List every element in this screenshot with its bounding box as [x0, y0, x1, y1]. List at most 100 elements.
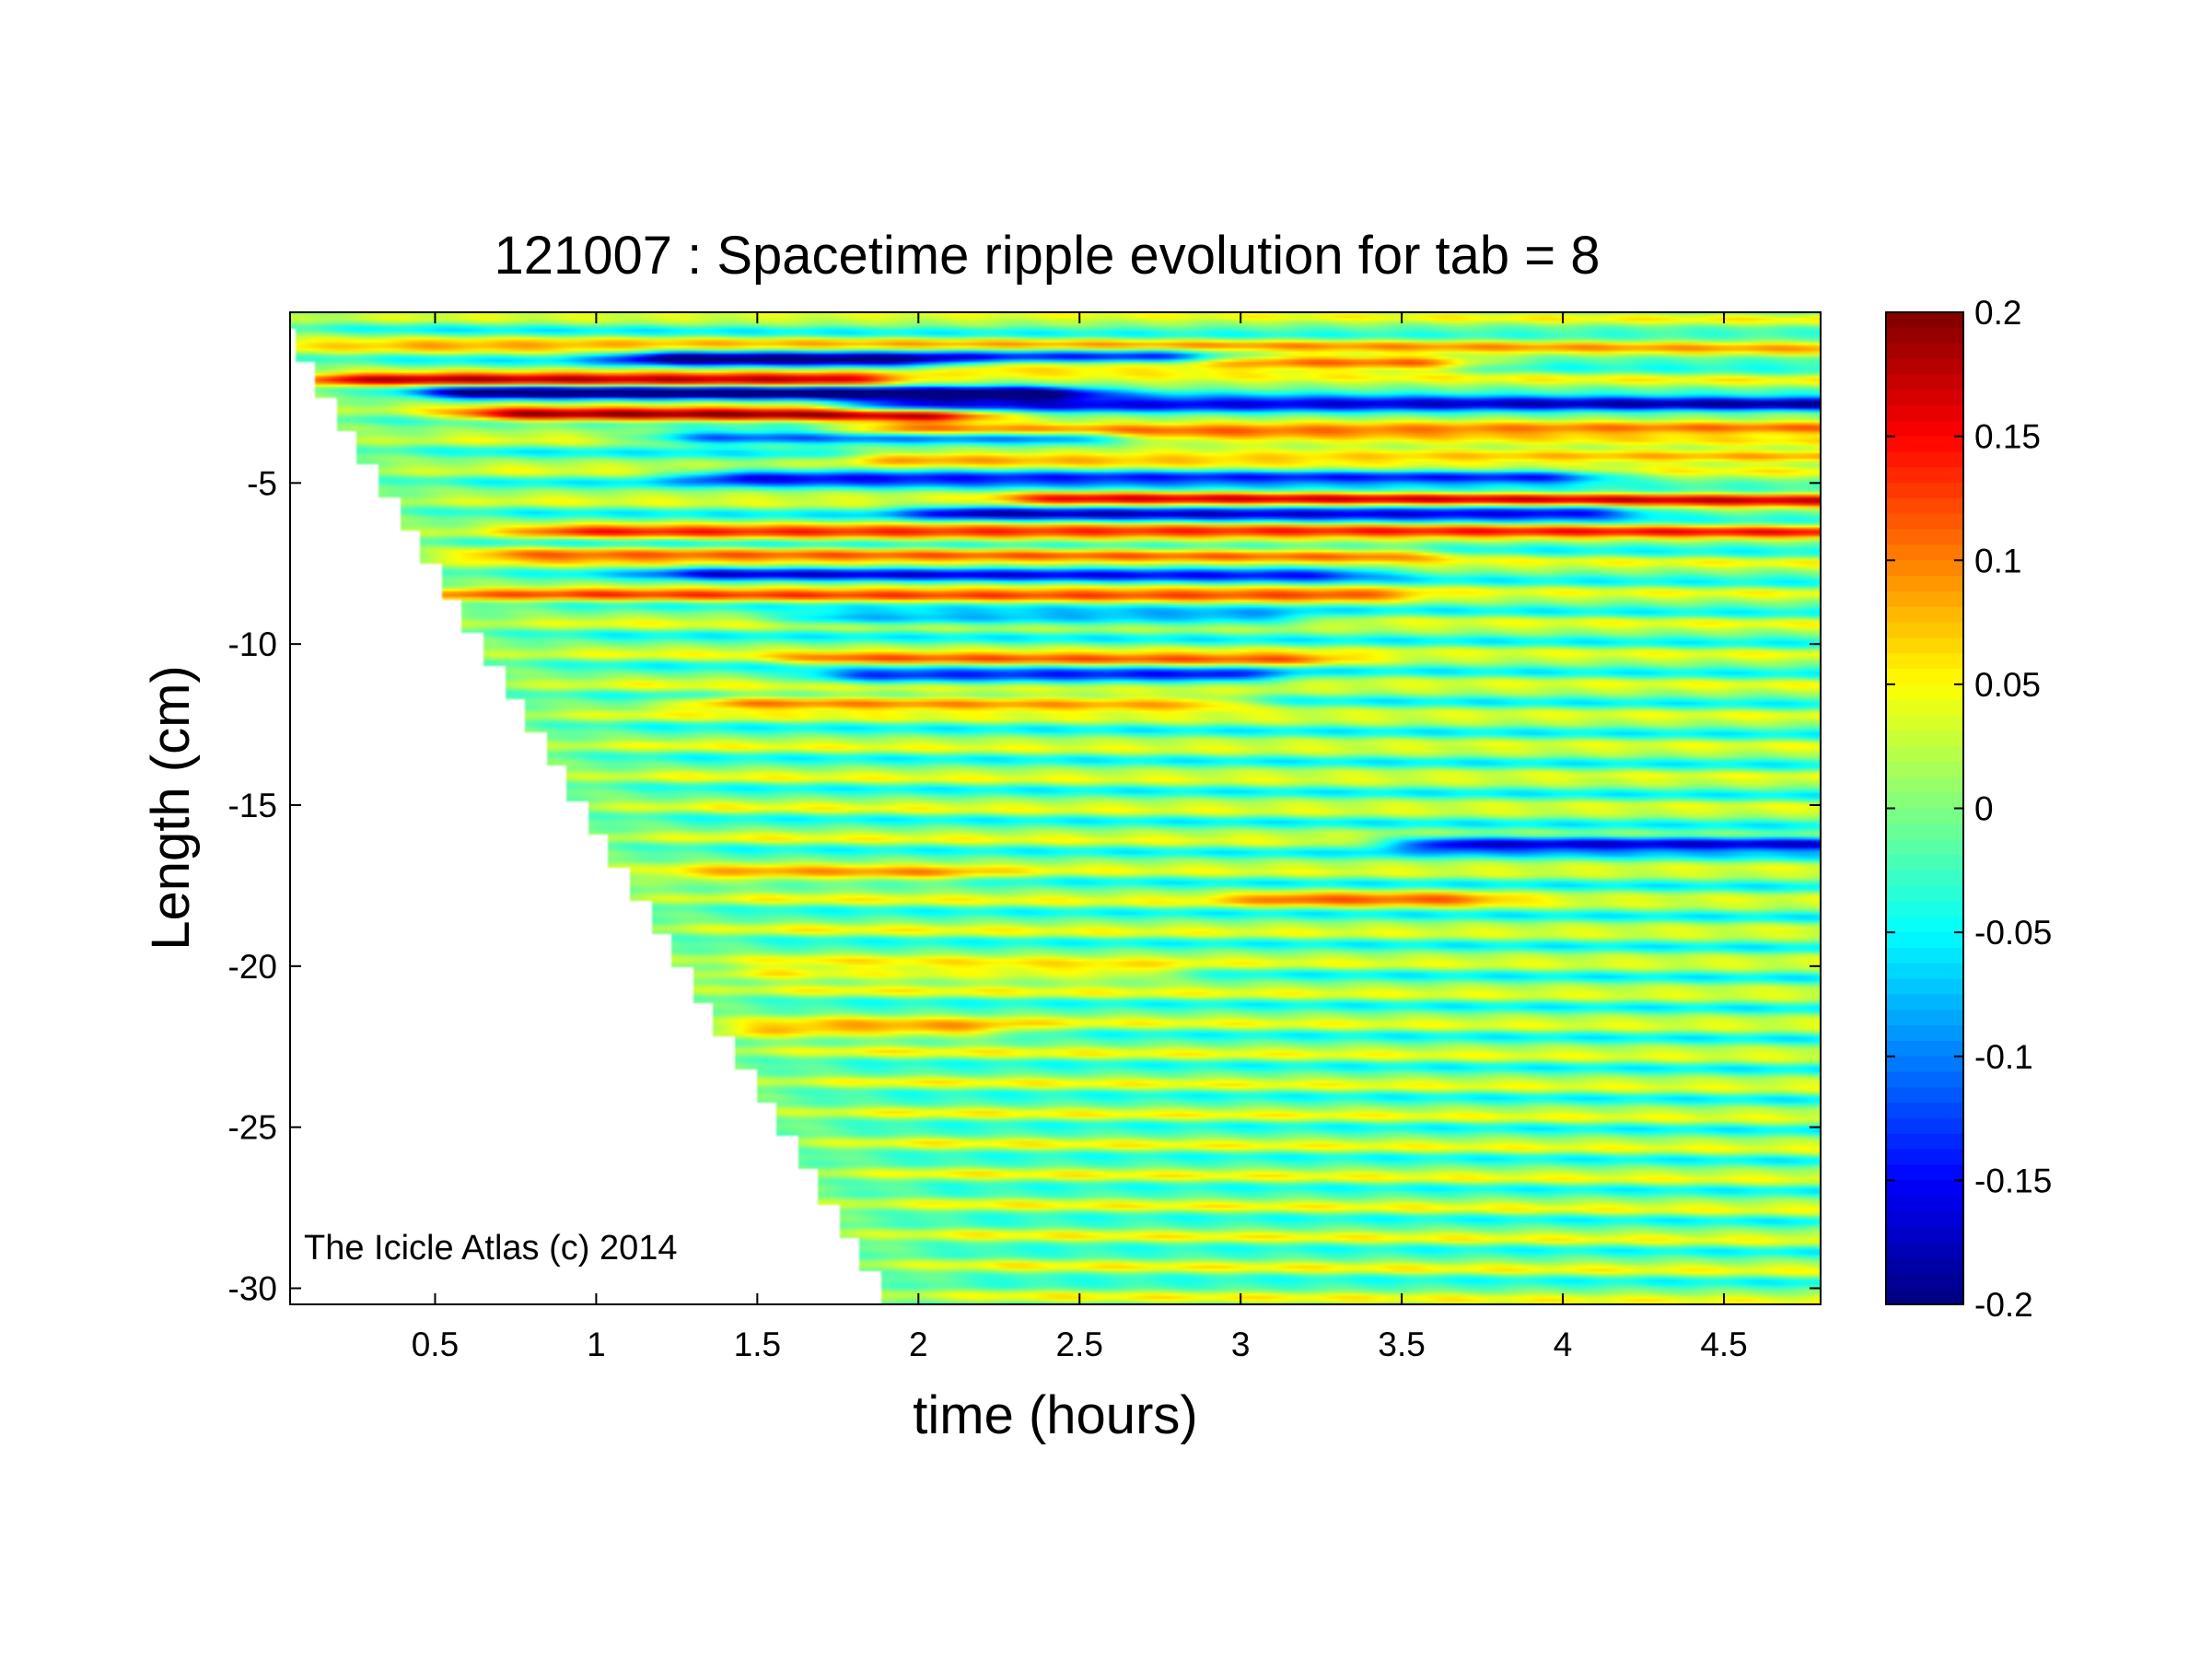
- y-tick-label: -25: [228, 1109, 277, 1147]
- colorbar-tick-label: 0.2: [1974, 294, 2021, 332]
- colorbar-level: [1886, 576, 1963, 592]
- colorbar-level: [1886, 1180, 1963, 1198]
- x-tick-label: 4.5: [1700, 1326, 1747, 1363]
- colorbar-level: [1886, 544, 1963, 562]
- colorbar-level: [1886, 1118, 1963, 1135]
- colorbar-level: [1886, 947, 1963, 964]
- plot-frame: [289, 311, 1822, 1305]
- colorbar-level: [1886, 637, 1963, 655]
- y-axis: -5 -10 -15 -20 -25 -30: [228, 464, 1821, 1308]
- colorbar-level: [1886, 683, 1963, 701]
- colorbar-level: [1886, 824, 1963, 840]
- x-axis-label: time (hours): [913, 1385, 1197, 1445]
- colorbar-level: [1886, 1196, 1963, 1212]
- x-axis: 0.5 1 1.5 2 2.5 3 3.5 4 4.5: [412, 312, 1748, 1363]
- colorbar-level: [1886, 327, 1963, 345]
- colorbar-level: [1886, 1257, 1963, 1275]
- colorbar-level: [1886, 1056, 1963, 1073]
- colorbar-tick-label: -0.15: [1974, 1162, 2052, 1199]
- colorbar-level: [1886, 1242, 1963, 1259]
- colorbar-level: [1886, 870, 1963, 887]
- colorbar-level: [1886, 343, 1963, 360]
- colorbar-level: [1886, 885, 1963, 903]
- colorbar-level: [1886, 560, 1963, 577]
- colorbar-tick-label: -0.2: [1974, 1286, 2033, 1324]
- colorbar-level: [1886, 467, 1963, 484]
- colorbar-level: [1886, 374, 1963, 391]
- colorbar-level: [1886, 436, 1963, 453]
- colorbar-tick-label: 0.1: [1974, 542, 2021, 579]
- colorbar-level: [1886, 1071, 1963, 1089]
- colorbar-level: [1886, 715, 1963, 732]
- heatmap-image: [290, 312, 1821, 1304]
- y-tick-label: -20: [228, 948, 277, 986]
- colorbar-level: [1886, 451, 1963, 469]
- colorbar-level: [1886, 777, 1963, 794]
- colorbar-level: [1886, 653, 1963, 670]
- colorbar-level: [1886, 762, 1963, 778]
- colorbar-level: [1886, 1226, 1963, 1244]
- colorbar-level: [1886, 978, 1963, 996]
- colorbar-level: [1886, 730, 1963, 747]
- x-tick-label: 2: [909, 1326, 928, 1363]
- colorbar-level: [1886, 420, 1963, 438]
- x-tick-label: 2.5: [1056, 1326, 1103, 1363]
- colorbar-level: [1886, 312, 1963, 329]
- colorbar-tick-label: -0.1: [1974, 1038, 2033, 1076]
- colorbar-level: [1886, 1087, 1963, 1104]
- copyright-annotation: The Icicle Atlas (c) 2014: [304, 1229, 678, 1268]
- colorbar: 0.2 0.15 0.1 0.05 0 -0.05 -0.1 -0.15 -0.2: [1885, 294, 2052, 1324]
- colorbar-level: [1886, 792, 1963, 810]
- colorbar-level: [1886, 404, 1963, 422]
- colorbar-level: [1886, 1211, 1963, 1228]
- colorbar-level: [1886, 358, 1963, 376]
- colorbar-level: [1886, 1289, 1963, 1305]
- heatmap-plot-area: [289, 311, 1822, 1305]
- colorbar-tick-label: 0: [1974, 790, 1994, 828]
- colorbar-level: [1886, 1040, 1963, 1057]
- colorbar-tick-label: 0.15: [1974, 418, 2041, 456]
- x-tick-label: 3: [1231, 1326, 1251, 1363]
- colorbar-level: [1886, 808, 1963, 825]
- colorbar-level: [1886, 932, 1963, 949]
- x-tick-label: 4: [1554, 1326, 1573, 1363]
- colorbar-level: [1886, 390, 1963, 406]
- colorbar-level: [1886, 1273, 1963, 1290]
- y-tick-label: -30: [228, 1270, 277, 1308]
- colorbar-level: [1886, 1149, 1963, 1166]
- colorbar-level: [1886, 1025, 1963, 1042]
- y-tick-label: -5: [247, 464, 277, 502]
- colorbar-level: [1886, 483, 1963, 499]
- x-tick-label: 3.5: [1378, 1326, 1425, 1363]
- colorbar-level: [1886, 917, 1963, 933]
- chart-title: 121007 : Spacetime ripple evolution for …: [494, 226, 1600, 286]
- y-tick-label: -10: [228, 625, 277, 663]
- colorbar-level: [1886, 606, 1963, 624]
- colorbar-tick-label: 0.05: [1974, 666, 2041, 704]
- colorbar-ticks: 0.2 0.15 0.1 0.05 0 -0.05 -0.1 -0.15 -0.2: [1886, 294, 2052, 1324]
- colorbar-level: [1886, 1010, 1963, 1026]
- x-tick-label: 1.5: [734, 1326, 781, 1363]
- colorbar-level: [1886, 746, 1963, 763]
- colorbar-level: [1886, 497, 1963, 515]
- x-tick-label: 0.5: [412, 1326, 459, 1363]
- colorbar-level: [1886, 1164, 1963, 1182]
- colorbar-level: [1886, 963, 1963, 980]
- colorbar-level: [1886, 590, 1963, 608]
- x-tick-label: 1: [587, 1326, 606, 1363]
- colorbar-level: [1886, 901, 1963, 918]
- colorbar-tick-label: -0.05: [1974, 914, 2052, 952]
- colorbar-level: [1886, 994, 1963, 1011]
- colorbar-level: [1886, 1133, 1963, 1151]
- colorbar-level: [1886, 513, 1963, 531]
- colorbar-level: [1886, 669, 1963, 685]
- colorbar-level: [1886, 529, 1963, 546]
- colorbar-gradient: [1886, 312, 1963, 1305]
- colorbar-level: [1886, 839, 1963, 856]
- y-axis-label: Length (cm): [141, 665, 201, 950]
- colorbar-level: [1886, 699, 1963, 717]
- colorbar-level: [1886, 622, 1963, 639]
- colorbar-level: [1886, 854, 1963, 871]
- y-tick-label: -15: [228, 787, 277, 824]
